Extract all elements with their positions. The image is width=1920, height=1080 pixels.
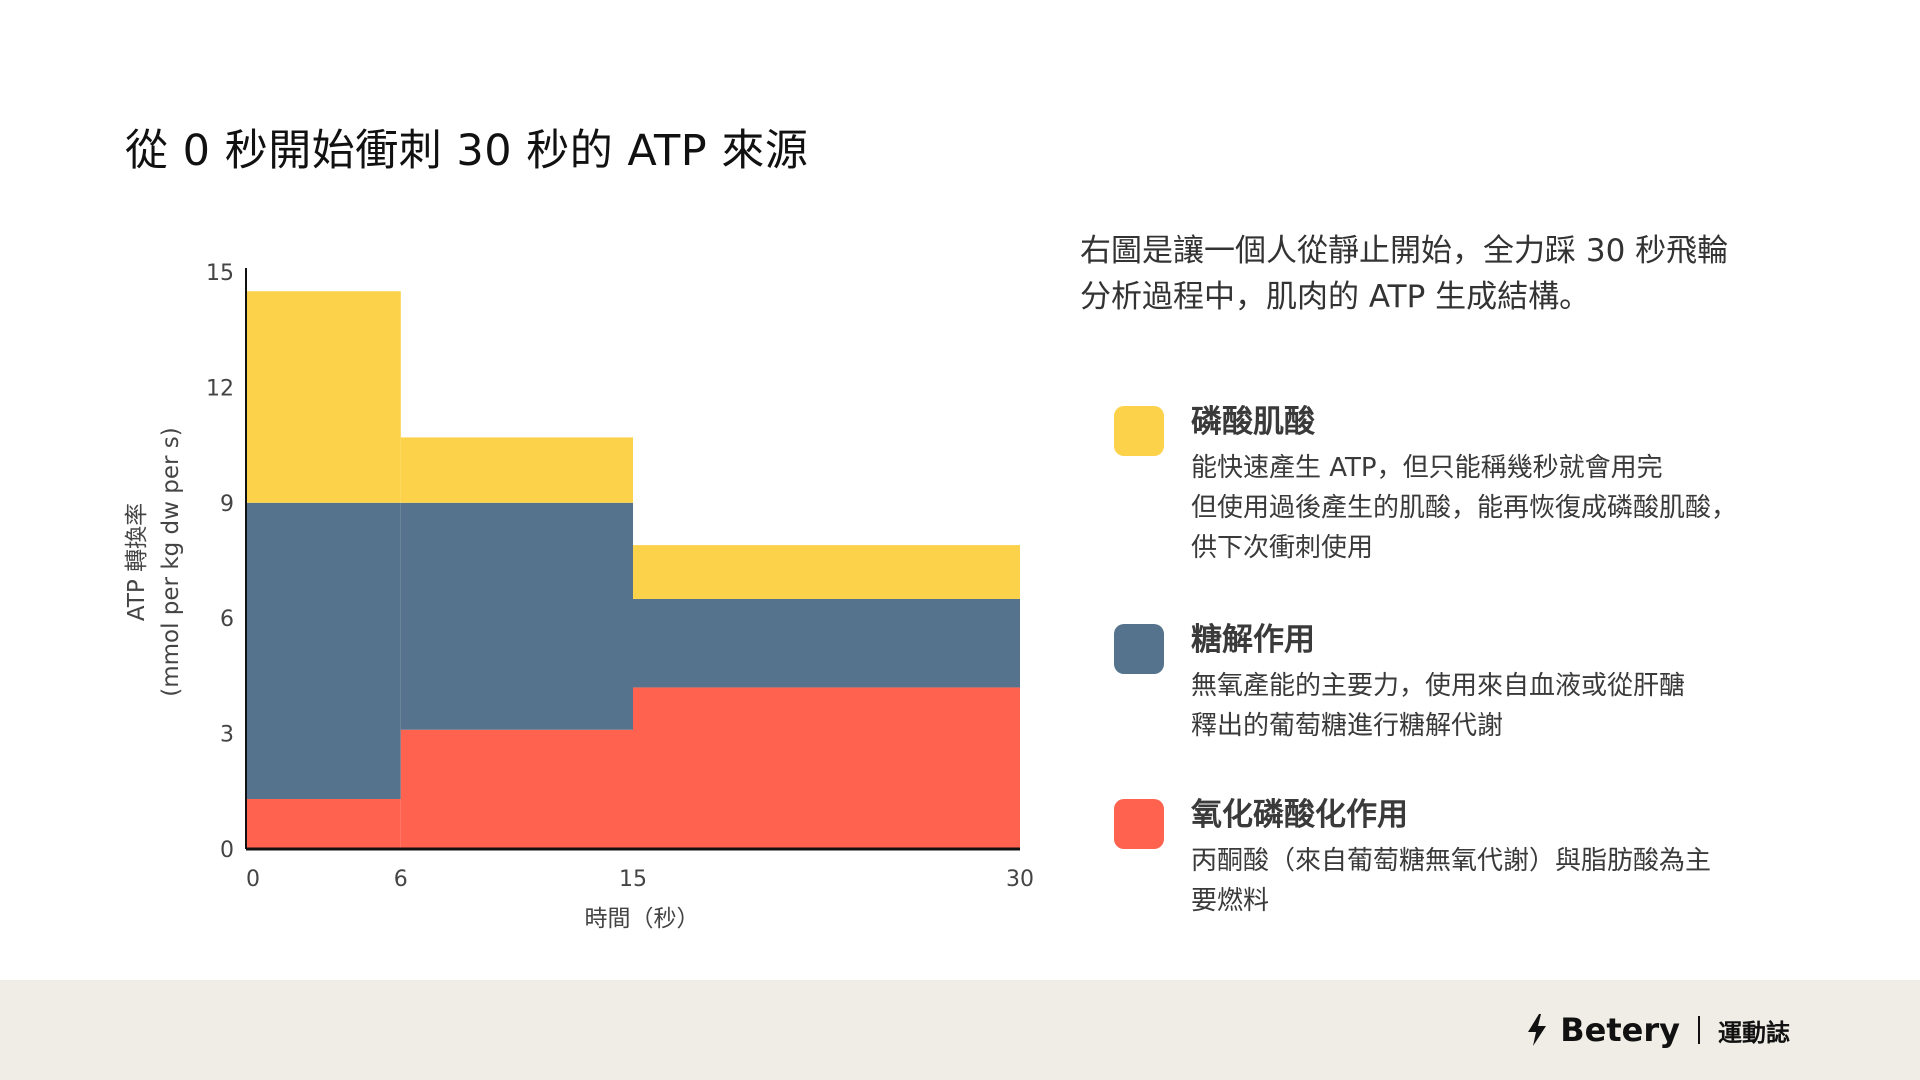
x-tick-label: 6 xyxy=(394,867,408,892)
x-axis-label: 時間（秒） xyxy=(585,906,700,932)
x-tick-label: 30 xyxy=(1006,867,1034,892)
legend-desc-line: 無氧產能的主要力，使用來自血液或從肝醣 xyxy=(1191,671,1686,701)
description-line: 分析過程中，肌肉的 ATP 生成結構。 xyxy=(1080,279,1591,315)
brand-sub: 運動誌 xyxy=(1718,1018,1790,1047)
y-tick-label: 0 xyxy=(220,838,234,863)
bar-segment xyxy=(246,502,401,799)
y-tick-label: 15 xyxy=(206,261,234,286)
legend-name: 糖解作用 xyxy=(1191,622,1315,658)
y-axis-unit-label: (mmol per kg dw per s) xyxy=(158,427,184,697)
bar-segment xyxy=(246,291,401,503)
bar-segment xyxy=(400,729,633,849)
legend-name: 氧化磷酸化作用 xyxy=(1191,797,1408,833)
legend-swatch xyxy=(1114,799,1164,849)
description-line: 右圖是讓一個人從靜止開始，全力踩 30 秒飛輪 xyxy=(1080,233,1729,269)
y-axis-label: ATP 轉換率 xyxy=(124,503,150,621)
footer xyxy=(0,980,1920,1080)
chart-svg: 0 3 6 9 12 15 0 6 15 30 時間（秒） ATP 轉換率 (mmol per kg d… xyxy=(124,261,1034,932)
brand-name: Betery xyxy=(1560,1011,1680,1049)
bar-segment xyxy=(400,502,633,730)
bar-segment xyxy=(400,437,633,503)
description: 右圖是讓一個人從靜止開始，全力踩 30 秒飛輪 分析過程中，肌肉的 ATP 生成… xyxy=(1080,228,1800,320)
chart: 0 3 6 9 12 15 0 6 15 30 時間（秒） ATP 轉換率 (mmol per kg d… xyxy=(124,261,1034,932)
y-tick-label: 3 xyxy=(220,723,234,748)
page-title: 從 0 秒開始衝刺 30 秒的 ATP 來源 xyxy=(125,126,809,176)
y-tick-label: 12 xyxy=(206,376,234,401)
x-tick-label: 0 xyxy=(246,867,260,892)
bolt-icon xyxy=(1528,1014,1547,1046)
y-tick-label: 9 xyxy=(220,492,234,517)
legend-swatch xyxy=(1114,406,1164,456)
bar-segment xyxy=(633,687,1020,849)
bar-segment xyxy=(633,598,1020,688)
legend-desc-line: 能快速產生 ATP，但只能稱幾秒就會用完 xyxy=(1191,453,1663,483)
legend-desc-line: 要燃料 xyxy=(1191,886,1270,916)
legend-desc-line: 但使用過後產生的肌酸，能再恢復成磷酸肌酸， xyxy=(1191,493,1738,523)
x-tick-label: 15 xyxy=(619,867,647,892)
brand[interactable]: Betery 運動誌 xyxy=(1526,1008,1790,1052)
legend-name: 磷酸肌酸 xyxy=(1191,404,1315,440)
legend-desc-line: 丙酮酸（來自葡萄糖無氧代謝）與脂肪酸為主 xyxy=(1191,846,1712,876)
brand-divider xyxy=(1698,1016,1700,1044)
legend-desc-line: 釋出的葡萄糖進行糖解代謝 xyxy=(1191,711,1504,741)
legend-desc-line: 供下次衝刺使用 xyxy=(1191,533,1374,563)
legend-swatch xyxy=(1114,624,1164,674)
y-tick-label: 6 xyxy=(220,607,234,632)
bar-segment xyxy=(633,545,1020,599)
bar-segment xyxy=(246,798,401,849)
